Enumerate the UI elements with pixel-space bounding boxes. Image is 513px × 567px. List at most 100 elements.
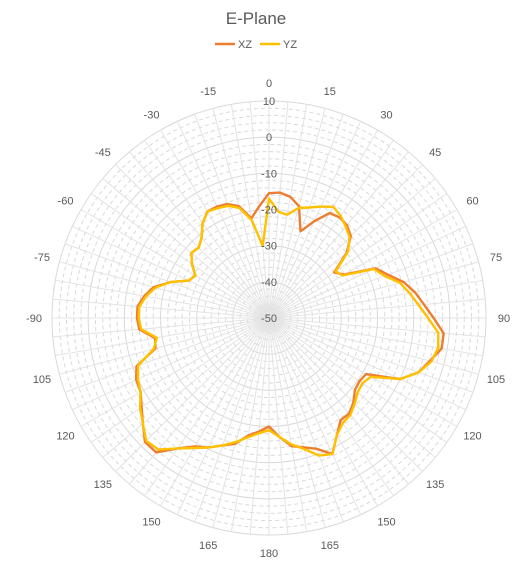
grid-spoke <box>268 317 289 535</box>
grid-spoke <box>268 104 308 319</box>
grid-spoke <box>268 193 448 319</box>
angle-tick-label: 165 <box>321 540 339 552</box>
grid-spoke <box>268 129 378 319</box>
grid-spoke <box>144 139 270 319</box>
radial-tick-label: -30 <box>261 241 277 253</box>
radial-tick-label: 0 <box>266 132 272 144</box>
angle-tick-label: 120 <box>56 431 74 443</box>
grid-spoke <box>268 317 326 528</box>
grid-spoke <box>212 108 270 319</box>
chart-title: E-Plane <box>226 9 286 28</box>
angle-tick-label: -60 <box>58 196 74 208</box>
angle-tick-label: -90 <box>26 313 42 325</box>
grid-spoke <box>268 279 483 319</box>
grid-spoke <box>59 317 270 375</box>
grid-spoke <box>115 317 270 472</box>
grid-spoke <box>268 317 448 443</box>
grid-spoke <box>90 193 270 319</box>
grid-spoke <box>268 108 326 319</box>
angle-tick-label: 15 <box>324 86 336 98</box>
grid-spoke <box>249 101 270 319</box>
angle-tick-label: 120 <box>463 431 481 443</box>
angle-tick-label: 150 <box>142 517 160 529</box>
angle-tick-label: 45 <box>429 147 441 159</box>
grid-spoke <box>144 317 270 497</box>
grid-spoke <box>230 317 270 532</box>
grid-spoke <box>129 151 270 319</box>
radial-tick-label: 10 <box>263 96 275 108</box>
radial-tick-label: -40 <box>261 277 277 289</box>
grid-spoke <box>64 243 270 319</box>
grid-spoke <box>194 113 270 319</box>
grid-spoke <box>160 317 270 507</box>
grid-spoke <box>64 317 270 393</box>
angle-tick-label: 0 <box>266 78 272 90</box>
angle-tick-label: 60 <box>466 196 478 208</box>
grid-spoke <box>176 317 270 515</box>
legend-label-yz: YZ <box>283 39 297 51</box>
grid-spoke <box>160 129 270 319</box>
legend-label-xz: XZ <box>238 39 252 51</box>
grid-spoke <box>80 209 270 319</box>
grid-spoke <box>176 121 270 319</box>
grid-spoke <box>80 317 270 427</box>
grid-spoke <box>55 279 270 319</box>
grid-spoke <box>268 317 474 393</box>
angle-tick-label: -75 <box>34 252 50 264</box>
grid-spoke <box>102 317 270 458</box>
grid-spoke <box>268 317 344 523</box>
grid-spoke <box>72 317 270 411</box>
grid-spoke <box>249 317 270 535</box>
polar-grid <box>51 100 487 536</box>
grid-spoke <box>268 151 409 319</box>
legend: XZ YZ <box>215 39 297 51</box>
grid-spoke <box>268 225 466 319</box>
grid-spoke <box>72 225 270 319</box>
grid-spoke <box>52 298 270 319</box>
radial-tick-label: -10 <box>261 168 277 180</box>
angle-tick-label: 30 <box>380 110 392 122</box>
grid-spoke <box>268 209 458 319</box>
angle-tick-label: -30 <box>144 110 160 122</box>
grid-spoke <box>268 317 458 427</box>
grid-spoke <box>268 317 483 357</box>
grid-spoke <box>115 164 270 319</box>
radial-tick-label: -20 <box>261 205 277 217</box>
grid-spoke <box>268 317 394 497</box>
grid-spoke <box>55 317 270 357</box>
radial-tick-label: -50 <box>261 313 277 325</box>
grid-spoke <box>230 104 270 319</box>
angle-tick-label: 150 <box>377 517 395 529</box>
grid-spoke <box>268 317 378 507</box>
angle-tick-label: 75 <box>490 252 502 264</box>
angle-tick-label: 165 <box>199 540 217 552</box>
grid-spoke <box>268 113 344 319</box>
angle-tick-label: -45 <box>95 147 111 159</box>
grid-spoke <box>129 317 270 485</box>
grid-spoke <box>268 164 423 319</box>
grid-spoke <box>268 317 479 375</box>
angle-tick-label: 135 <box>426 479 444 491</box>
grid-spoke <box>212 317 270 528</box>
grid-spoke <box>268 243 474 319</box>
grid-spoke <box>268 317 423 472</box>
grid-spoke <box>268 178 436 319</box>
grid-spoke <box>59 261 270 319</box>
angle-tick-label: 180 <box>260 548 278 560</box>
series-layer <box>134 191 445 457</box>
series-line-yz <box>136 197 440 457</box>
angle-tick-label: 135 <box>94 479 112 491</box>
grid-spoke <box>268 317 409 485</box>
angle-tick-label: -15 <box>200 86 216 98</box>
grid-spoke <box>268 317 466 411</box>
grid-spoke <box>268 317 362 515</box>
grid-spoke <box>268 317 308 532</box>
grid-spoke <box>52 317 270 338</box>
grid-spoke <box>268 139 394 319</box>
angle-tick-label: 90 <box>498 313 510 325</box>
grid-spoke <box>268 261 479 319</box>
grid-spoke <box>268 317 436 458</box>
grid-spoke <box>268 317 486 338</box>
grid-spoke <box>90 317 270 443</box>
